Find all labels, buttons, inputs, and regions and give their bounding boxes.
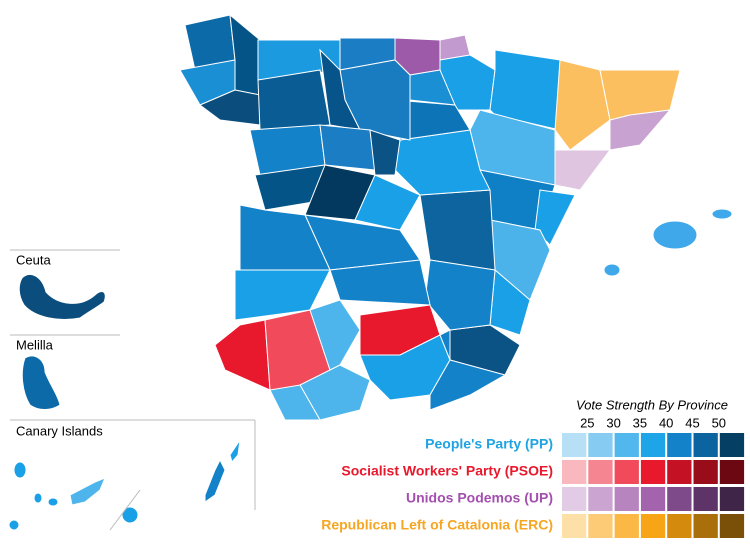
province	[239, 204, 331, 271]
ceuta	[18, 274, 106, 320]
island	[204, 458, 226, 503]
province	[369, 129, 401, 176]
province	[319, 124, 376, 171]
island	[47, 497, 59, 507]
island	[13, 461, 27, 479]
legend-tick-label: 35	[633, 415, 647, 430]
legend-party-name: Unidos Podemos (UP)	[406, 490, 553, 506]
island	[121, 506, 139, 524]
province	[309, 299, 361, 371]
province	[429, 329, 507, 411]
legend-party-name: Socialist Workers' Party (PSOE)	[341, 463, 553, 479]
legend-swatch	[640, 514, 666, 538]
legend-swatch	[693, 460, 718, 484]
legend-swatch	[614, 433, 639, 457]
legend: 25 30 35 40 45 50 People's Party (PP) Socialist…	[321, 415, 745, 538]
legend-swatch	[588, 514, 613, 538]
melilla	[21, 355, 61, 410]
legend-swatch	[588, 433, 613, 457]
province	[424, 259, 496, 331]
legend-swatch	[693, 514, 718, 538]
legend-tick-label: 45	[685, 415, 699, 430]
legend-swatch	[719, 433, 745, 457]
province	[554, 59, 611, 151]
island	[229, 439, 241, 464]
legend-swatch	[562, 487, 587, 511]
legend-swatch	[719, 514, 745, 538]
island	[8, 519, 20, 531]
island	[711, 208, 733, 220]
legend-swatch	[667, 433, 692, 457]
province	[214, 319, 271, 391]
legend-swatch	[640, 433, 666, 457]
legend-tick-label: 40	[659, 415, 673, 430]
legend-party-name: Republican Left of Catalonia (ERC)	[321, 517, 553, 533]
legend-tick-label: 30	[606, 415, 620, 430]
legend-tick-label: 25	[580, 415, 594, 430]
legend-swatch	[693, 487, 718, 511]
province	[419, 189, 496, 271]
legend-swatch	[588, 487, 613, 511]
island	[69, 477, 106, 506]
legend-swatch	[640, 487, 666, 511]
inset-label: Ceuta	[16, 252, 51, 267]
legend-swatch	[667, 487, 692, 511]
legend-swatch	[667, 514, 692, 538]
province	[534, 189, 576, 246]
island	[603, 263, 621, 277]
inset-divider	[109, 489, 141, 531]
legend-swatch	[562, 460, 587, 484]
legend-swatch	[562, 514, 587, 538]
legend-swatch	[614, 460, 639, 484]
legend-swatch	[667, 460, 692, 484]
legend-swatch	[719, 460, 745, 484]
inset-label: Canary Islands	[16, 423, 103, 438]
inset-label: Melilla	[16, 337, 54, 352]
legend-swatch	[614, 487, 639, 511]
island	[652, 220, 698, 250]
island	[33, 492, 43, 504]
inset-frames	[10, 249, 256, 531]
province	[554, 149, 611, 191]
legend-swatch	[719, 487, 745, 511]
legend-swatch	[588, 460, 613, 484]
legend-swatch	[693, 433, 718, 457]
legend-tick-label: 50	[712, 415, 726, 430]
province	[609, 109, 672, 151]
legend-swatch	[640, 460, 666, 484]
spain-map	[8, 13, 733, 531]
legend-party-name: People's Party (PP)	[425, 436, 553, 452]
province	[269, 384, 321, 421]
legend-swatch	[614, 514, 639, 538]
province	[257, 69, 331, 131]
legend-title: Vote Strength By Province	[576, 397, 728, 412]
legend-swatch	[562, 433, 587, 457]
province	[319, 48, 361, 131]
